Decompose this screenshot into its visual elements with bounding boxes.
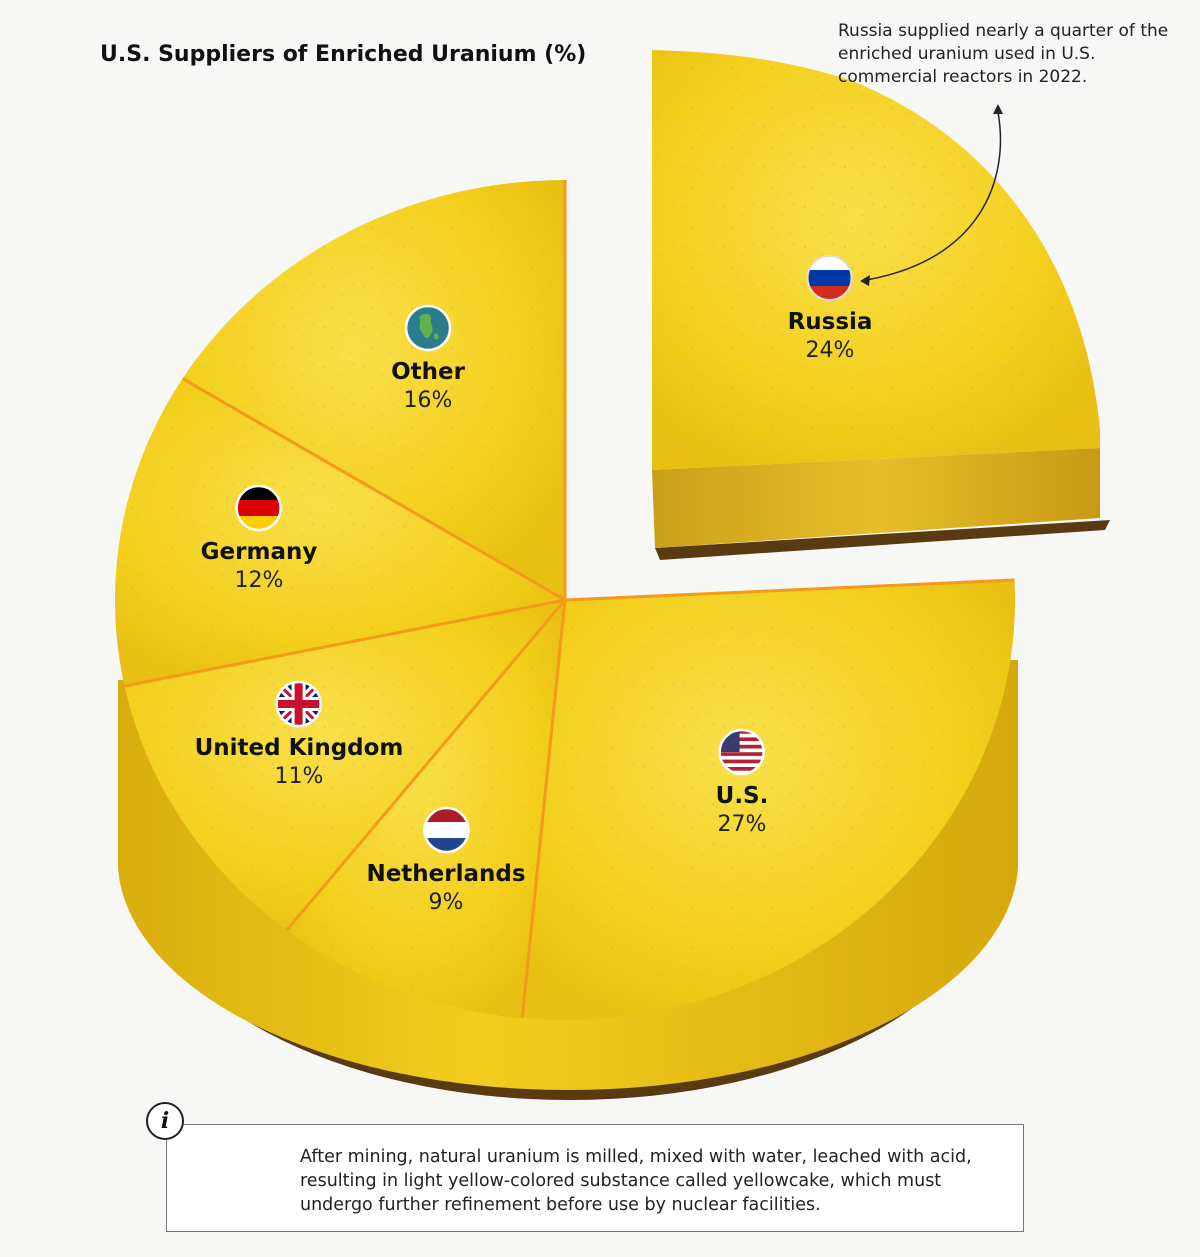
label-uk: United Kingdom 11% xyxy=(195,680,404,792)
info-text: After mining, natural uranium is milled,… xyxy=(300,1145,1005,1217)
netherlands-flag-icon xyxy=(422,806,470,854)
label-germany: Germany 12% xyxy=(201,484,318,596)
us-flag-icon xyxy=(718,728,766,776)
info-icon: i xyxy=(146,1102,184,1140)
russia-slice-group xyxy=(652,50,1110,560)
uk-flag-icon xyxy=(275,680,323,728)
label-germany-name: Germany xyxy=(201,538,318,566)
label-us: U.S. 27% xyxy=(716,728,769,840)
label-russia-name: Russia xyxy=(788,308,873,336)
label-netherlands-value: 9% xyxy=(366,888,525,918)
globe-icon xyxy=(404,304,452,352)
label-netherlands-name: Netherlands xyxy=(366,860,525,888)
label-germany-value: 12% xyxy=(201,566,318,596)
label-uk-name: United Kingdom xyxy=(195,734,404,762)
russia-annotation: Russia supplied nearly a quarter of the … xyxy=(838,20,1183,89)
russia-flag-icon xyxy=(806,254,854,302)
annotation-arrowhead-top xyxy=(993,104,1003,114)
chart-title: U.S. Suppliers of Enriched Uranium (%) xyxy=(100,42,586,67)
label-other-value: 16% xyxy=(391,386,465,416)
label-russia-value: 24% xyxy=(788,336,873,366)
germany-flag-icon xyxy=(235,484,283,532)
label-us-name: U.S. xyxy=(716,782,769,810)
label-other: Other 16% xyxy=(391,304,465,416)
label-russia: Russia 24% xyxy=(788,254,873,366)
label-uk-value: 11% xyxy=(195,762,404,792)
label-other-name: Other xyxy=(391,358,465,386)
label-netherlands: Netherlands 9% xyxy=(366,806,525,918)
label-us-value: 27% xyxy=(716,810,769,840)
